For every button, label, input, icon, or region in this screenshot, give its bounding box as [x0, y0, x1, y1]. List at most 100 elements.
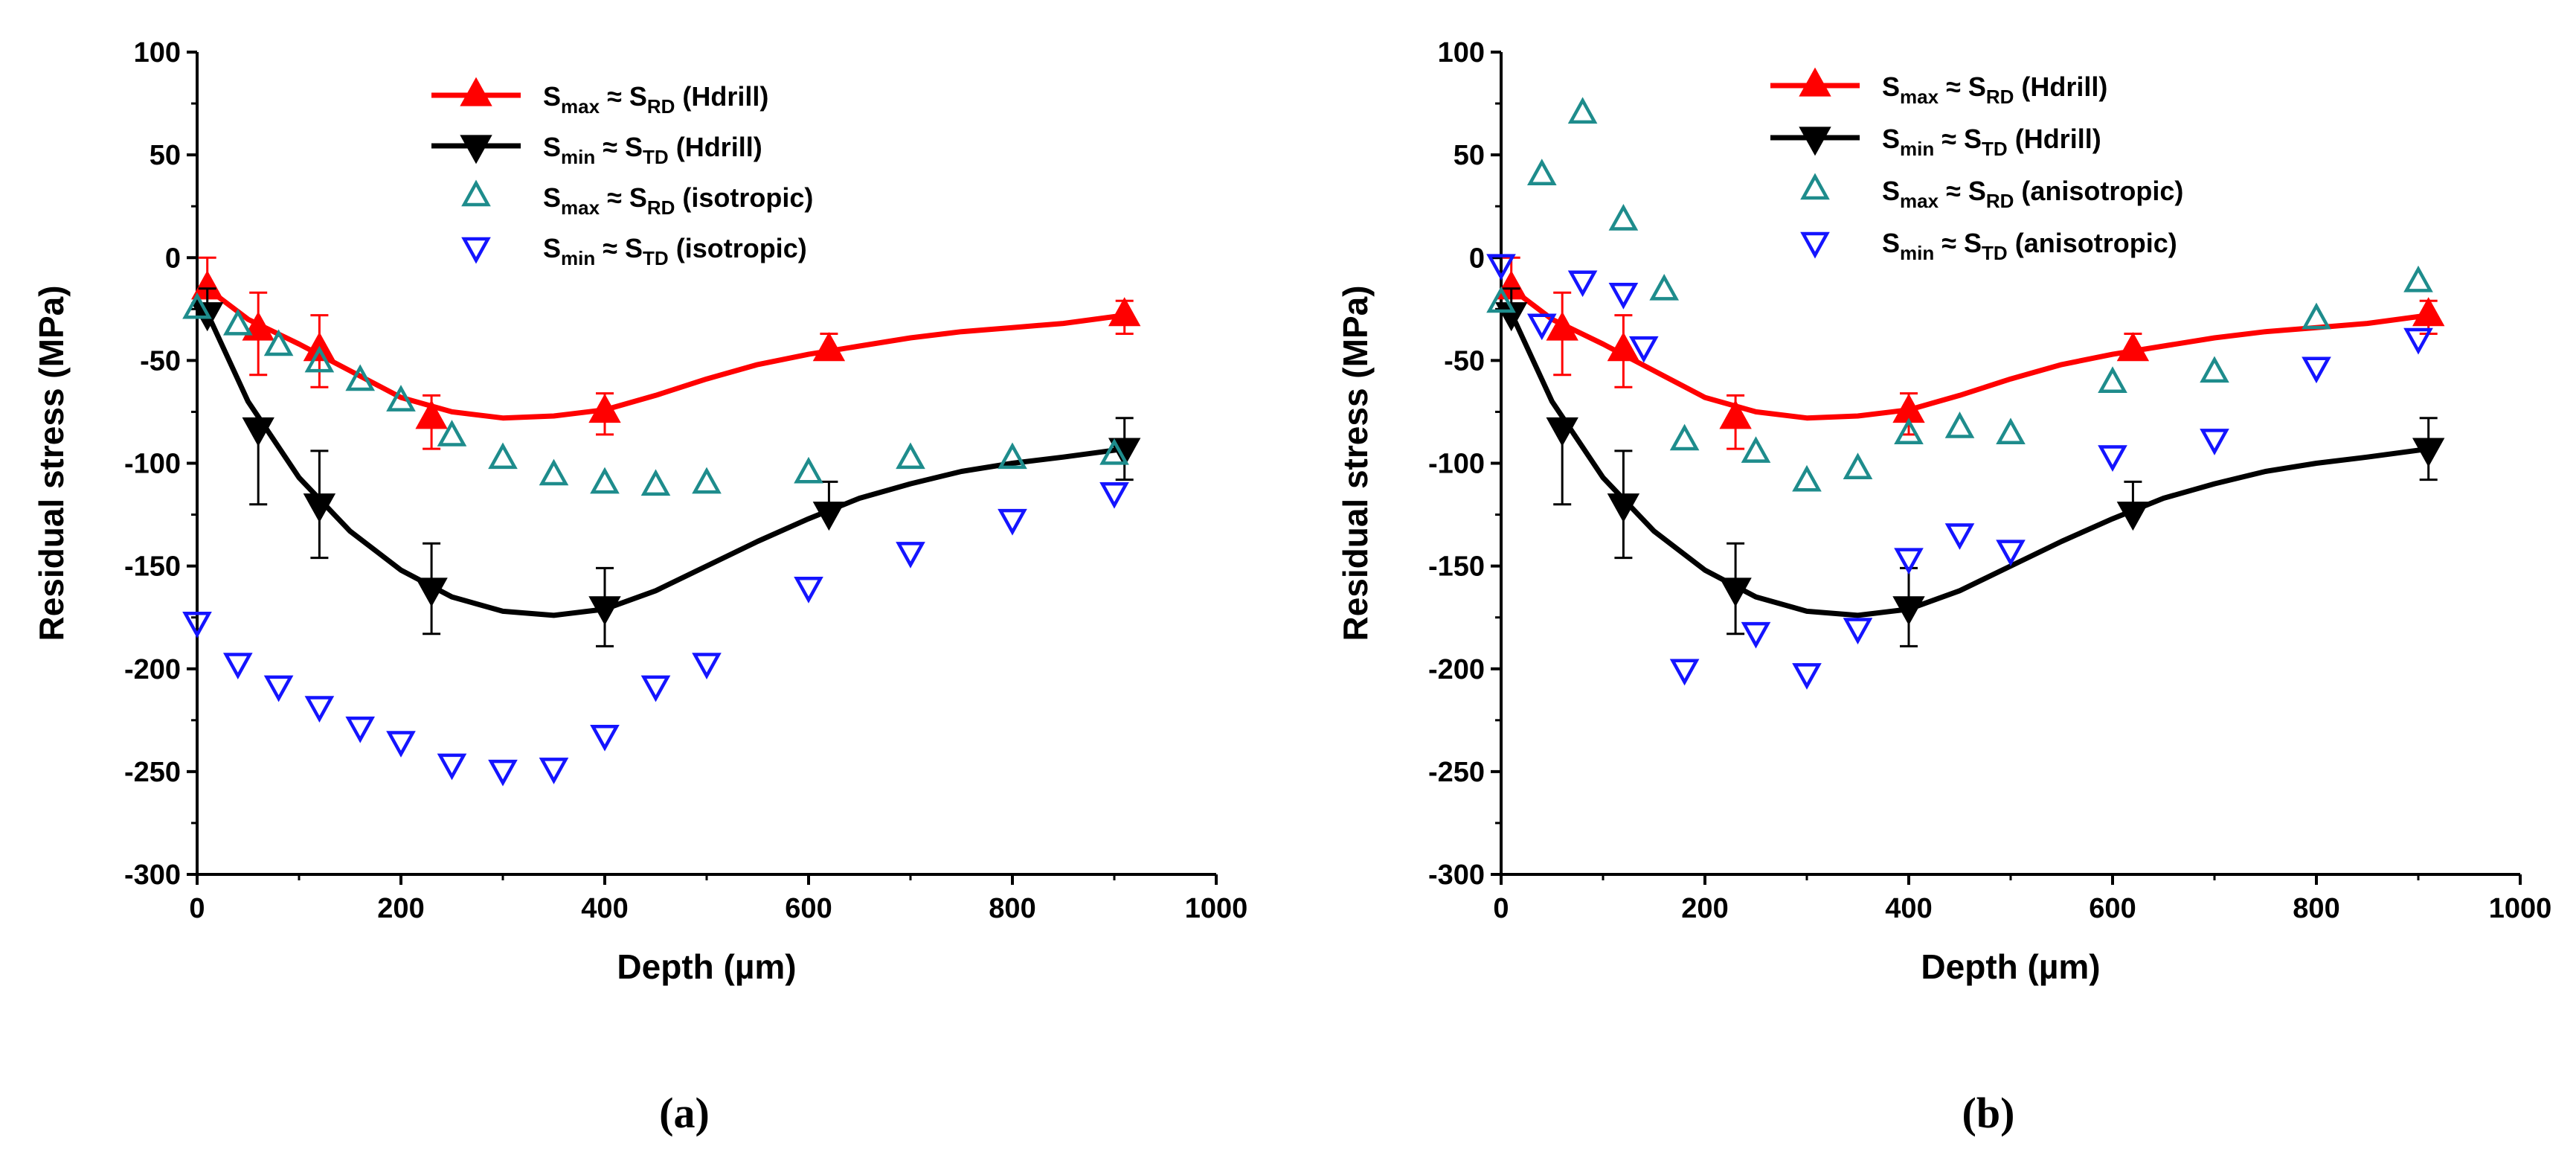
- data-point: [2412, 297, 2445, 327]
- data-point: [1894, 417, 1924, 445]
- y-axis-label: Residual stress (MPa): [1336, 285, 1375, 641]
- y-tick-label: 50: [150, 140, 181, 171]
- legend-label-part: RD: [1986, 86, 2014, 108]
- y-tick-label: -150: [124, 551, 181, 583]
- legend-label-part: max: [1900, 86, 1939, 108]
- series-0: [191, 256, 1141, 450]
- data-point: [590, 724, 620, 752]
- y-tick-label: -250: [1428, 757, 1485, 788]
- data-point: [304, 696, 335, 723]
- legend-marker: [1800, 173, 1830, 200]
- data-point: [386, 385, 416, 412]
- data-point: [588, 394, 621, 423]
- legend-label-part: ≈: [1939, 176, 1968, 206]
- data-point: [539, 458, 569, 486]
- legend-label-part: ≈: [1939, 71, 1968, 102]
- y-tick-label: 50: [1454, 140, 1485, 171]
- series-2: [1486, 97, 2433, 492]
- data-point: [590, 467, 620, 494]
- legend-marker: [1799, 127, 1831, 156]
- data-point: [794, 456, 823, 484]
- x-tick-label: 600: [785, 893, 832, 924]
- data-point: [1843, 618, 1873, 644]
- data-point: [415, 577, 448, 607]
- legend-label-part: ≈: [595, 132, 625, 162]
- legend-label-part: min: [1900, 242, 1934, 264]
- data-point: [2098, 366, 2127, 393]
- legend-label-part: (isotropic): [675, 182, 813, 213]
- data-point: [1894, 548, 1924, 575]
- data-point: [1108, 297, 1141, 327]
- series-3: [1486, 254, 2433, 690]
- legend-label-part: S: [629, 182, 647, 213]
- x-tick-label: 800: [989, 893, 1035, 924]
- data-point: [2200, 356, 2229, 383]
- data-point: [539, 758, 569, 784]
- legend-marker: [461, 237, 491, 264]
- legend-label-part: (anisotropic): [2014, 176, 2183, 206]
- data-point: [1741, 436, 1771, 463]
- legend-label-part: S: [1964, 228, 1982, 258]
- data-point: [1607, 332, 1640, 362]
- legend-label-part: (anisotropic): [2008, 228, 2177, 258]
- legend-marker: [460, 77, 492, 106]
- y-tick-label: 0: [1469, 243, 1485, 274]
- legend-label-part: S: [543, 233, 561, 263]
- legend-label: Smax ≈ SRD (Hdrill): [1882, 71, 2107, 108]
- data-point: [1608, 283, 1639, 310]
- legend-label-part: S: [625, 132, 643, 162]
- data-point: [2116, 332, 2150, 362]
- legend-label-part: S: [1882, 176, 1900, 206]
- legend-label-part: max: [561, 95, 600, 118]
- data-point: [1792, 663, 1822, 690]
- y-tick-label: 100: [1438, 37, 1485, 68]
- data-point: [896, 442, 925, 470]
- data-point: [1607, 493, 1640, 523]
- y-tick-label: -50: [140, 345, 181, 377]
- legend-marker: [1800, 231, 1830, 259]
- legend-label-part: (Hdrill): [675, 81, 768, 112]
- x-tick-label: 0: [1493, 893, 1509, 924]
- data-point: [1944, 412, 1975, 438]
- legend-label-part: S: [543, 182, 561, 213]
- data-point: [692, 653, 722, 679]
- legend-label-part: (isotropic): [669, 233, 807, 263]
- fit-curve: [205, 286, 1128, 421]
- data-point: [1486, 286, 1516, 313]
- y-tick-label: -100: [1428, 449, 1485, 480]
- legend-label-part: TD: [1982, 138, 2008, 160]
- y-tick-label: -250: [124, 757, 181, 788]
- x-tick-label: 1000: [2489, 893, 2552, 924]
- data-point: [998, 508, 1027, 536]
- data-point: [415, 400, 448, 429]
- data-point: [692, 467, 722, 494]
- legend: Smax ≈ SRD (Hdrill)Smin ≈ STD (Hdrill)Sm…: [431, 77, 813, 269]
- legend-label-part: S: [543, 132, 561, 162]
- data-point: [998, 442, 1027, 470]
- y-tick-label: 0: [165, 243, 181, 274]
- data-point: [2302, 356, 2331, 384]
- legend-label-part: max: [561, 196, 600, 219]
- data-point: [263, 329, 294, 356]
- legend-marker: [460, 135, 492, 164]
- legend-label-part: ≈: [600, 182, 629, 213]
- y-tick-label: -200: [124, 654, 181, 685]
- data-point: [1944, 523, 1975, 550]
- data-point: [1892, 596, 1925, 626]
- data-point: [2403, 327, 2433, 355]
- x-tick-label: 800: [2293, 893, 2339, 924]
- legend-marker: [461, 179, 491, 207]
- legend-label-part: min: [561, 247, 595, 269]
- data-point: [812, 332, 846, 362]
- fit-curve: [1509, 310, 2432, 618]
- legend-label: Smin ≈ STD (Hdrill): [1882, 124, 2101, 160]
- data-point: [386, 731, 416, 758]
- x-tick-label: 1000: [1185, 893, 1248, 924]
- legend-label-part: ≈: [1934, 124, 1964, 154]
- data-point: [1546, 311, 1578, 341]
- data-point: [1628, 336, 1659, 363]
- y-tick-label: -50: [1444, 345, 1485, 377]
- legend-label-part: S: [543, 81, 561, 112]
